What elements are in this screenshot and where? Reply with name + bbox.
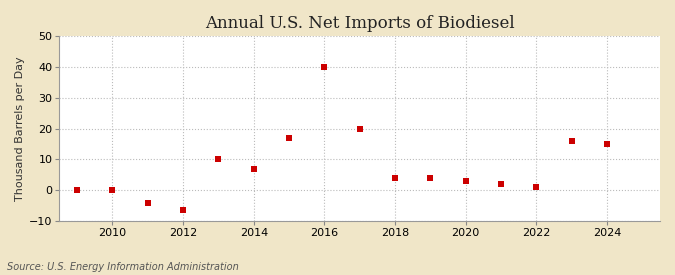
Point <box>495 182 506 186</box>
Title: Annual U.S. Net Imports of Biodiesel: Annual U.S. Net Imports of Biodiesel <box>205 15 514 32</box>
Text: Source: U.S. Energy Information Administration: Source: U.S. Energy Information Administ… <box>7 262 238 272</box>
Point <box>107 188 118 192</box>
Point <box>248 167 259 171</box>
Point <box>284 136 294 140</box>
Point <box>460 179 471 183</box>
Point <box>531 185 542 189</box>
Y-axis label: Thousand Barrels per Day: Thousand Barrels per Day <box>15 56 25 201</box>
Point <box>142 200 153 205</box>
Point <box>389 176 400 180</box>
Point <box>178 208 188 213</box>
Point <box>319 65 330 69</box>
Point <box>213 157 224 162</box>
Point <box>601 142 612 146</box>
Point <box>354 126 365 131</box>
Point <box>425 176 436 180</box>
Point <box>566 139 577 143</box>
Point <box>72 188 82 192</box>
